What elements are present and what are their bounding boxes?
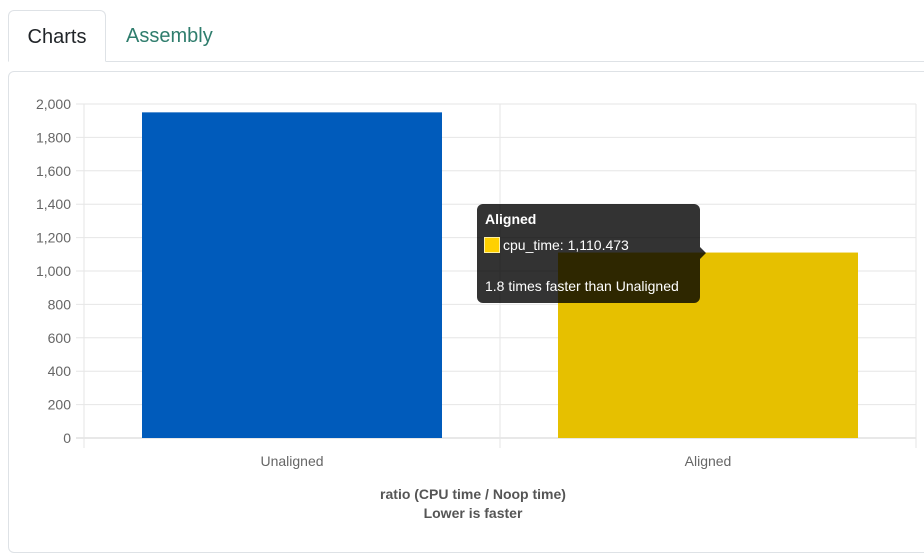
tooltip-row: cpu_time: 1,110.473 xyxy=(484,237,629,253)
y-tick-label: 1,800 xyxy=(36,129,71,145)
chart-tooltip: Aligned cpu_time: 1,110.473 1.8 times fa… xyxy=(477,204,706,303)
x-tick-label: Aligned xyxy=(685,453,732,469)
tab-bar: Charts Assembly xyxy=(8,10,924,62)
bar-unaligned[interactable] xyxy=(142,112,442,438)
bar-chart: 0 200 400 600 800 1,000 1,200 1,400 1,600 1,800 2,… xyxy=(36,96,917,521)
y-tick-label: 600 xyxy=(48,330,72,346)
y-tick-label: 1,200 xyxy=(36,230,71,246)
x-tick-labels: Unaligned Aligned xyxy=(260,453,731,469)
y-tick-label: 800 xyxy=(48,296,72,312)
y-tick-label: 200 xyxy=(48,397,72,413)
tooltip-value: cpu_time: 1,110.473 xyxy=(503,237,629,253)
tooltip-footer: 1.8 times faster than Unaligned xyxy=(485,278,679,294)
x-tick-label: Unaligned xyxy=(260,453,323,469)
y-tick-label: 1,000 xyxy=(36,263,71,279)
y-tick-label: 0 xyxy=(63,430,71,446)
y-tick-label: 1,400 xyxy=(36,196,71,212)
y-tick-label: 1,600 xyxy=(36,163,71,179)
x-axis-subtitle: Lower is faster xyxy=(424,505,523,521)
tab-charts[interactable]: Charts xyxy=(8,10,106,62)
y-tick-label: 2,000 xyxy=(36,96,71,112)
y-tick-label: 400 xyxy=(48,363,72,379)
tab-assembly[interactable]: Assembly xyxy=(126,25,213,47)
tooltip-title: Aligned xyxy=(485,211,537,227)
x-axis-title: ratio (CPU time / Noop time) xyxy=(380,486,566,502)
bars xyxy=(142,112,858,438)
y-tick-labels: 0 200 400 600 800 1,000 1,200 1,400 1,600 1,800 2,… xyxy=(36,96,71,446)
tooltip-color-swatch xyxy=(484,237,500,253)
